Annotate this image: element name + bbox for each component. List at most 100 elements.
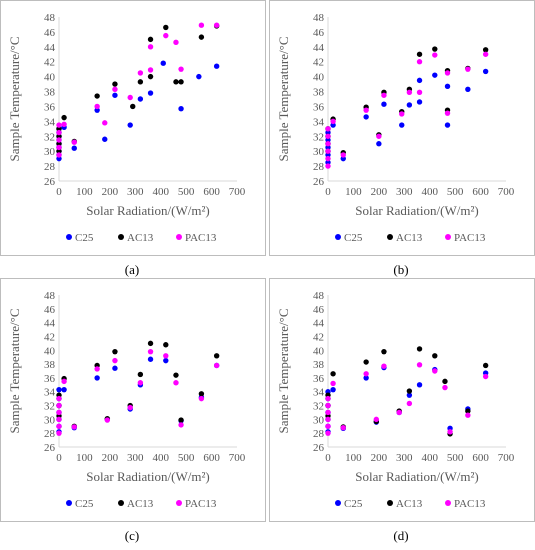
point-pac13 — [325, 416, 331, 423]
point-ac13 — [130, 103, 136, 110]
y-tick-label: 34 — [44, 387, 56, 399]
x-tick-label: 700 — [498, 452, 515, 464]
legend-marker-c25 — [66, 234, 72, 240]
point-ac13 — [112, 348, 118, 355]
x-axis-title: Solar Radiation/(W/m²) — [86, 469, 209, 484]
legend-label-c25: C25 — [75, 498, 94, 510]
point-pac13 — [325, 141, 331, 147]
x-axis-title: Solar Radiation/(W/m²) — [355, 203, 478, 218]
legend-label-pac13: PAC13 — [454, 498, 486, 510]
point-c25 — [160, 60, 166, 66]
y-tick-label: 38 — [44, 359, 56, 371]
y-tick-label: 42 — [44, 57, 55, 69]
y-tick-label: 44 — [313, 42, 325, 54]
point-pac13 — [325, 395, 331, 402]
point-pac13 — [381, 363, 387, 369]
point-c25 — [325, 137, 331, 143]
caption-a: (a) — [124, 262, 140, 277]
legend-marker-c25 — [335, 234, 341, 240]
x-axis-title: Solar Radiation/(W/m²) — [355, 469, 478, 484]
y-tick-label: 36 — [44, 373, 56, 385]
y-tick-label: 38 — [313, 87, 325, 99]
y-tick-label: 38 — [44, 87, 56, 99]
point-ac13 — [112, 81, 118, 87]
point-pac13 — [325, 402, 331, 409]
chart-panel-b: 26 28 30 32 34 36 38 40 42 44 46 48 0 100 200 300 400 500… — [269, 0, 535, 256]
point-ac13 — [416, 51, 423, 57]
point-pac13 — [406, 89, 413, 95]
y-tick-label: 30 — [313, 146, 325, 158]
y-tick-label: 34 — [313, 387, 325, 399]
point-pac13 — [147, 348, 154, 355]
point-ac13 — [137, 371, 144, 378]
point-pac13 — [465, 412, 471, 418]
point-ac13 — [137, 79, 144, 85]
point-pac13 — [56, 122, 62, 128]
x-tick-label: 100 — [76, 452, 93, 464]
point-c25 — [61, 386, 67, 393]
point-pac13 — [178, 422, 184, 428]
x-tick-label: 500 — [447, 452, 464, 464]
chart-panel-c: 26 28 30 32 34 36 38 40 42 44 46 48 0 100 200 300 400 500… — [0, 278, 266, 522]
point-pac13 — [112, 86, 118, 93]
point-pac13 — [325, 155, 331, 162]
x-tick-label: 100 — [76, 186, 93, 198]
point-c25 — [399, 122, 405, 128]
y-tick-label: 32 — [44, 401, 55, 413]
point-pac13 — [102, 120, 108, 126]
y-axis-title: Sample Temperature/°C — [7, 37, 22, 162]
point-pac13 — [325, 423, 331, 429]
point-ac13 — [406, 388, 413, 394]
point-c25 — [102, 136, 108, 142]
point-pac13 — [147, 44, 154, 50]
point-c25 — [363, 375, 369, 381]
point-c25 — [406, 102, 413, 108]
point-ac13 — [330, 371, 336, 377]
point-pac13 — [137, 380, 144, 386]
y-tick-label: 46 — [44, 304, 56, 316]
point-ac13 — [381, 348, 387, 355]
point-pac13 — [56, 409, 62, 416]
legend-marker-ac13 — [387, 234, 393, 240]
y-tick-label: 48 — [44, 12, 56, 24]
point-pac13 — [94, 103, 100, 110]
caption-c: (c) — [124, 528, 140, 543]
point-pac13 — [447, 429, 453, 435]
point-pac13 — [71, 139, 77, 145]
legend-marker-ac13 — [387, 500, 393, 506]
y-tick-label: 28 — [313, 161, 325, 173]
x-tick-label: 400 — [421, 452, 438, 464]
point-ac13 — [173, 79, 179, 85]
point-c25 — [137, 96, 144, 102]
x-tick-label: 300 — [396, 452, 413, 464]
point-c25 — [94, 375, 100, 381]
chart-svg-a: 26 28 30 32 34 36 38 40 42 44 46 48 0 100 200 300 400 500… — [7, 12, 246, 244]
point-ac13 — [163, 342, 169, 348]
legend-label-pac13: PAC13 — [185, 232, 217, 244]
point-ac13 — [56, 141, 62, 147]
chart-panel-a: 26 28 30 32 34 36 38 40 42 44 46 48 0 100 200 300 400 500… — [0, 0, 266, 256]
chart-svg-b: 26 28 30 32 34 36 38 40 42 44 46 48 0 100 200 300 400 500… — [276, 12, 515, 244]
point-c25 — [71, 145, 77, 151]
legend-label-ac13: AC13 — [127, 232, 154, 244]
y-tick-label: 30 — [313, 414, 325, 426]
y-tick-label: 36 — [313, 101, 325, 113]
x-tick-label: 700 — [498, 186, 515, 198]
point-pac13 — [373, 416, 380, 423]
x-tick-label: 600 — [203, 452, 220, 464]
point-c25 — [482, 68, 489, 75]
point-c25 — [94, 107, 100, 113]
y-tick-label: 38 — [313, 359, 325, 371]
point-pac13 — [198, 395, 205, 402]
point-pac13 — [213, 22, 220, 28]
y-tick-label: 42 — [313, 57, 324, 69]
y-tick-label: 28 — [44, 428, 56, 440]
y-axis-title: Sample Temperature/°C — [276, 37, 291, 162]
point-pac13 — [444, 110, 451, 116]
point-ac13 — [432, 46, 438, 52]
point-pac13 — [56, 144, 62, 151]
x-tick-label: 700 — [229, 186, 246, 198]
legend-label-pac13: PAC13 — [454, 232, 486, 244]
x-tick-label: 500 — [178, 452, 195, 464]
